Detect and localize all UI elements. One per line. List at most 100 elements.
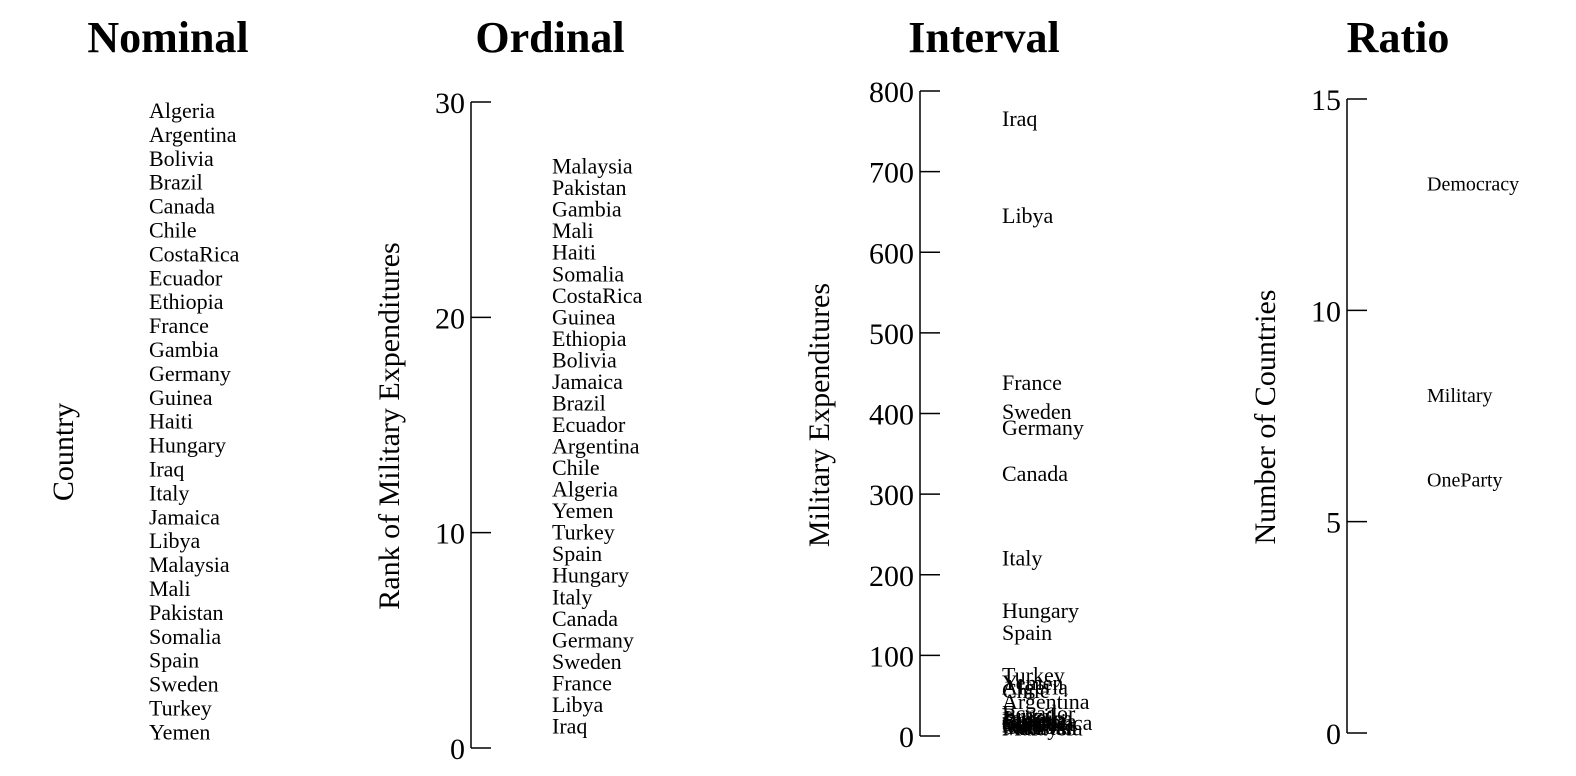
interval-point-label: Italy: [1002, 546, 1042, 571]
interval-point-label: Guinea: [1002, 709, 1066, 734]
ordinal-point-label: Iraq: [552, 713, 587, 738]
interval-point-label: Canada: [1002, 461, 1068, 486]
ordinal-point-label: Ecuador: [552, 412, 626, 437]
interval-point-label: Turkey: [1002, 663, 1065, 688]
ordinal-point-label: Mali: [552, 218, 594, 243]
ordinal-point-label: Brazil: [552, 390, 606, 415]
ratio-point-label: Democracy: [1427, 174, 1519, 196]
ordinal-point-label: Guinea: [552, 304, 616, 329]
ordinal-point-label: Haiti: [552, 240, 596, 265]
interval-tick-label: 800: [869, 76, 914, 109]
ordinal-tick-label: 30: [435, 87, 465, 120]
country-list-item: Bolivia: [149, 146, 214, 171]
ordinal-point-label: Algeria: [552, 477, 618, 502]
nominal-axis-label: Country: [47, 403, 80, 501]
ordinal-tick-label: 10: [435, 518, 465, 551]
ratio-title: Ratio: [1347, 13, 1450, 62]
country-list-item: Ecuador: [149, 265, 223, 290]
country-list-item: Iraq: [149, 457, 184, 482]
ordinal-point-label: Italy: [552, 584, 592, 609]
ordinal-point-label: Somalia: [552, 261, 624, 286]
interval-point-label: Germany: [1002, 415, 1084, 440]
ordinal-point-label: Gambia: [552, 197, 622, 222]
country-list-item: CostaRica: [149, 241, 240, 266]
ratio-axis-label: Number of Countries: [1249, 290, 1282, 545]
interval-axis-label: Military Expenditures: [803, 283, 836, 547]
interval-tick-label: 400: [869, 399, 914, 432]
interval-point-label: Yemen: [1002, 670, 1063, 695]
country-list-item: Italy: [149, 480, 189, 505]
interval-tick-label: 200: [869, 560, 914, 593]
interval-point-label: Somalia: [1002, 711, 1074, 736]
ordinal-point-label: Yemen: [552, 498, 613, 523]
ratio-point-label: OneParty: [1427, 469, 1503, 491]
ordinal-point-label: Libya: [552, 692, 604, 717]
ordinal-point-label: Bolivia: [552, 347, 617, 372]
country-list-item: Brazil: [149, 170, 203, 195]
ordinal-point-label: Jamaica: [552, 369, 623, 394]
interval-point-label: Hungary: [1002, 598, 1079, 623]
ordinal-tick-label: 0: [450, 733, 465, 766]
ordinal-point-label: Argentina: [552, 434, 640, 459]
ordinal-point-label: Hungary: [552, 563, 629, 588]
ordinal-point-label: Turkey: [552, 520, 615, 545]
interval-point-label: Ecuador: [1002, 700, 1076, 725]
ordinal-point-label: Ethiopia: [552, 326, 627, 351]
interval-point-label: Bolivia: [1002, 707, 1067, 732]
country-list-item: Jamaica: [149, 504, 220, 529]
ordinal-point-label: CostaRica: [552, 283, 643, 308]
country-list-item: Pakistan: [149, 600, 224, 625]
interval-point-label: Pakistan: [1002, 715, 1077, 740]
country-list-item: Haiti: [149, 409, 193, 434]
nominal-title: Nominal: [87, 13, 248, 62]
interval-point-label: Iraq: [1002, 106, 1037, 131]
ratio-tick-label: 10: [1311, 295, 1341, 328]
ordinal-point-label: Spain: [552, 541, 602, 566]
ordinal-point-label: Canada: [552, 606, 618, 631]
interval-tick-label: 100: [869, 640, 914, 673]
ordinal-point-label: France: [552, 670, 612, 695]
interval-point-label: Algeria: [1002, 675, 1068, 700]
interval-tick-label: 500: [869, 318, 914, 351]
interval-point-label: Ethiopia: [1002, 708, 1077, 733]
country-list-item: Chile: [149, 218, 197, 243]
ratio-tick-label: 15: [1311, 84, 1341, 117]
ordinal-point-label: Malaysia: [552, 154, 633, 179]
country-list-item: Germany: [149, 361, 231, 386]
interval-point-label: Argentina: [1002, 689, 1090, 714]
interval-title: Interval: [908, 13, 1060, 62]
country-list-item: Mali: [149, 576, 191, 601]
ordinal-axis-label: Rank of Military Expenditures: [373, 242, 406, 609]
country-list-item: Malaysia: [149, 552, 230, 577]
ordinal-point-label: Chile: [552, 455, 600, 480]
interval-point-label: Mali: [1002, 713, 1044, 738]
country-list-item: Canada: [149, 194, 215, 219]
interval-tick-label: 300: [869, 479, 914, 512]
interval-point-label: Brazil: [1002, 703, 1056, 728]
interval-point-label: Jamaica: [1002, 705, 1073, 730]
ordinal-tick-label: 20: [435, 302, 465, 335]
ratio-tick-label: 5: [1326, 507, 1341, 540]
country-list-item: Algeria: [149, 98, 215, 123]
country-list-item: Hungary: [149, 433, 226, 458]
interval-point-label: Gambia: [1002, 714, 1072, 739]
ordinal-point-label: Germany: [552, 627, 634, 652]
ratio-tick-label: 0: [1326, 718, 1341, 751]
interval-point-label: Chile: [1002, 678, 1050, 703]
interval-point-label: Libya: [1002, 203, 1054, 228]
interval-point-label: France: [1002, 370, 1062, 395]
country-list-item: Libya: [149, 528, 201, 553]
interval-tick-label: 700: [869, 157, 914, 190]
country-list-item: Ethiopia: [149, 289, 224, 314]
country-list-item: Guinea: [149, 385, 213, 410]
country-list-item: Turkey: [149, 696, 212, 721]
country-list-item: Sweden: [149, 672, 219, 697]
country-list-item: Spain: [149, 648, 199, 673]
ordinal-point-label: Pakistan: [552, 175, 627, 200]
interval-point-label: Sweden: [1002, 399, 1072, 424]
interval-point-label: Malaysia: [1002, 716, 1083, 741]
ratio-point-label: Military: [1427, 385, 1493, 407]
interval-tick-label: 600: [869, 237, 914, 270]
interval-point-label: CostaRica: [1002, 710, 1093, 735]
